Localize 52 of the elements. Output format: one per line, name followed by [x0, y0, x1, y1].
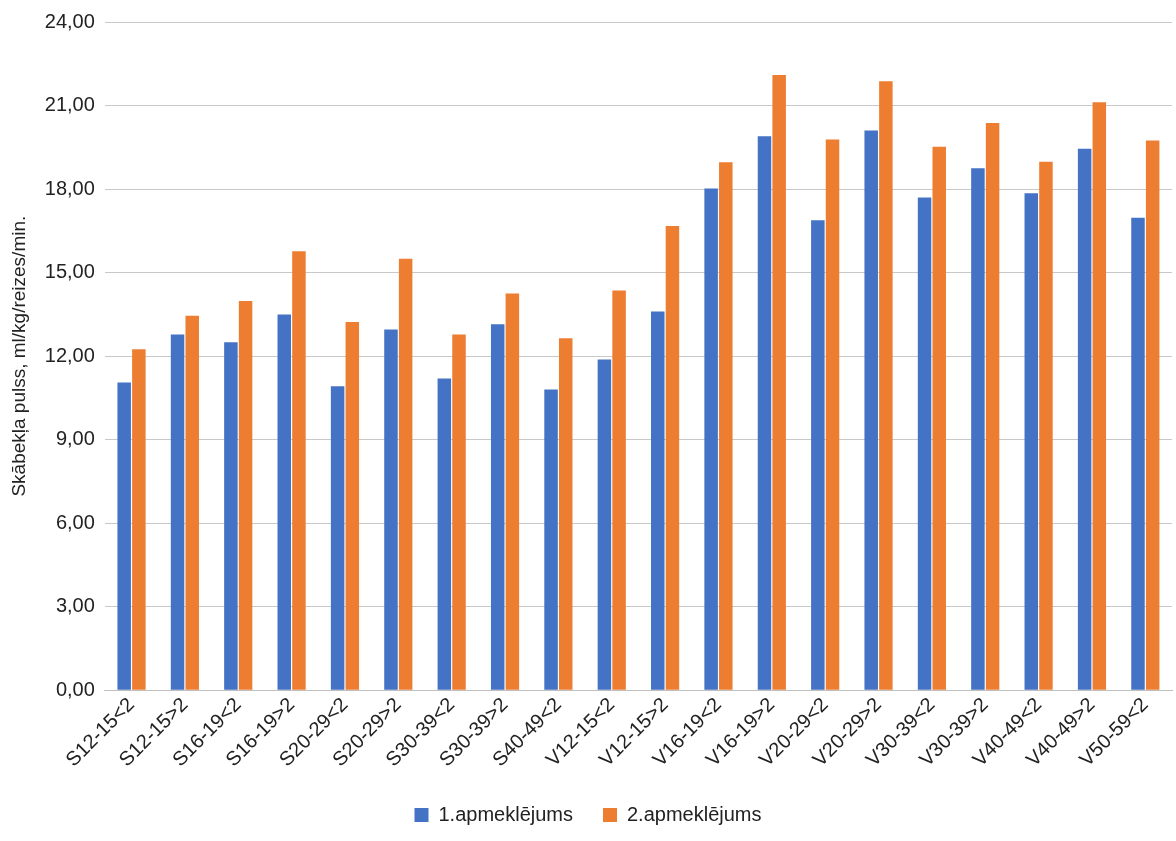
- bar: [452, 334, 466, 690]
- bar: [117, 382, 131, 690]
- y-tick-label: 0,00: [55, 677, 95, 700]
- bar: [185, 315, 199, 690]
- bar: [292, 251, 306, 690]
- bar: [1145, 140, 1160, 690]
- bar: [505, 293, 520, 690]
- bar: [704, 188, 718, 690]
- bar: [1024, 193, 1039, 690]
- bar: [1131, 217, 1145, 690]
- bar: [864, 130, 878, 690]
- y-tick-label: 12,00: [44, 343, 95, 366]
- legend-label: 1.apmeklējums: [438, 802, 574, 825]
- bar: [345, 321, 360, 690]
- bar: [825, 139, 840, 690]
- y-tick-label: 24,00: [44, 9, 95, 32]
- bar: [917, 197, 932, 690]
- bar: [558, 338, 573, 690]
- bar: [597, 359, 612, 690]
- bar: [719, 162, 733, 690]
- bar: [1039, 161, 1053, 690]
- bar: [1077, 148, 1092, 690]
- bar: [612, 290, 626, 690]
- y-tick-label: 3,00: [55, 594, 95, 617]
- bar: [544, 389, 558, 690]
- bar: [651, 311, 665, 690]
- y-tick-label: 9,00: [55, 427, 95, 450]
- bar: [811, 220, 825, 690]
- y-tick-label: 18,00: [44, 176, 95, 199]
- bar: [437, 378, 452, 690]
- bar: [384, 329, 398, 690]
- legend-label: 2.apmeklējums: [627, 802, 762, 825]
- bar: [757, 136, 772, 690]
- y-axis-title: Skābekļa pulss, ml/kg/reizes/min.: [7, 215, 29, 497]
- bar: [170, 334, 185, 690]
- bar: [398, 258, 413, 690]
- y-tick-label: 21,00: [44, 93, 95, 116]
- bar: [985, 123, 1000, 690]
- bar: [932, 146, 946, 690]
- bar: [1092, 102, 1107, 690]
- bar: [224, 342, 238, 690]
- bar: [879, 81, 893, 690]
- bar: [277, 314, 292, 690]
- bar: [330, 386, 345, 690]
- bar: [971, 168, 985, 690]
- y-tick-label: 6,00: [55, 510, 95, 533]
- bar: [490, 324, 505, 690]
- bar: [132, 349, 146, 690]
- bar: [238, 301, 253, 690]
- bar: [772, 74, 786, 690]
- y-tick-label: 15,00: [44, 260, 95, 283]
- bar: [665, 226, 680, 690]
